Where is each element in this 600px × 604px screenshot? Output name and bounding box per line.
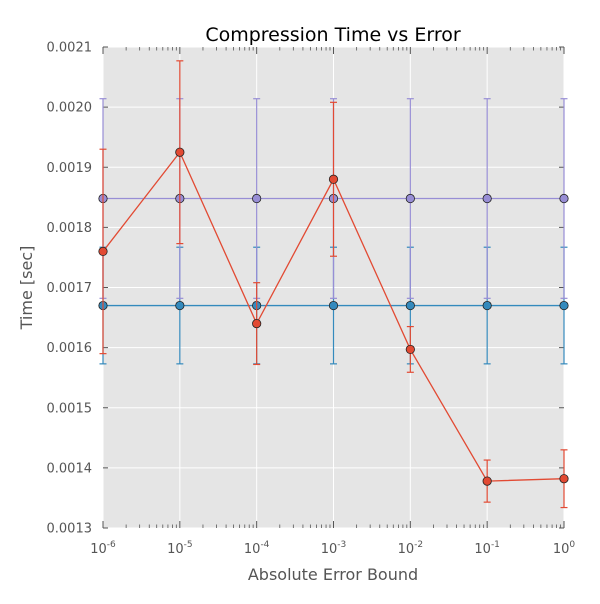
- x-tick-label: 10-5: [167, 540, 193, 557]
- x-tick-label: 10-3: [321, 540, 347, 557]
- series-3: [98, 60, 569, 509]
- series-layer: [98, 60, 569, 509]
- data-point: [405, 193, 415, 204]
- tick-labels: 10-6 10-5 10-4 10-3 10-2 10-1 100 0.0013 0.0014 0…: [47, 41, 576, 558]
- data-point: [482, 193, 492, 204]
- y-tick-label: 0.0013: [47, 522, 93, 537]
- axis-ticks: [102, 46, 565, 529]
- data-point: [328, 174, 339, 184]
- data-point: [482, 476, 492, 486]
- x-axis-label: Absolute Error Bound: [248, 565, 418, 584]
- data-point: [559, 474, 569, 484]
- y-tick-label: 0.0016: [47, 341, 93, 356]
- x-tick-label: 10-6: [90, 540, 116, 557]
- data-point: [559, 300, 569, 311]
- data-point: [482, 300, 492, 311]
- data-point: [559, 193, 569, 204]
- data-point: [98, 246, 108, 257]
- data-point: [405, 344, 415, 355]
- data-point: [328, 300, 339, 311]
- x-tick-label: 100: [553, 540, 576, 557]
- x-tick-label: 10-1: [474, 540, 500, 557]
- data-point: [252, 193, 262, 204]
- y-tick-label: 0.0017: [47, 281, 93, 296]
- data-point: [175, 147, 185, 157]
- x-tick-label: 10-4: [244, 540, 270, 557]
- x-tick-label: 10-2: [398, 540, 424, 557]
- data-point: [252, 318, 262, 329]
- y-axis-label: Time [sec]: [17, 246, 36, 331]
- chart-title: Compression Time vs Error: [205, 24, 461, 46]
- y-tick-label: 0.0021: [47, 41, 93, 56]
- y-tick-label: 0.0018: [47, 221, 93, 236]
- y-tick-label: 0.0019: [47, 161, 93, 176]
- data-point: [405, 300, 415, 311]
- y-tick-label: 0.0014: [47, 461, 93, 476]
- data-point: [175, 300, 185, 311]
- y-tick-label: 0.0020: [47, 101, 93, 116]
- y-tick-label: 0.0015: [47, 401, 93, 416]
